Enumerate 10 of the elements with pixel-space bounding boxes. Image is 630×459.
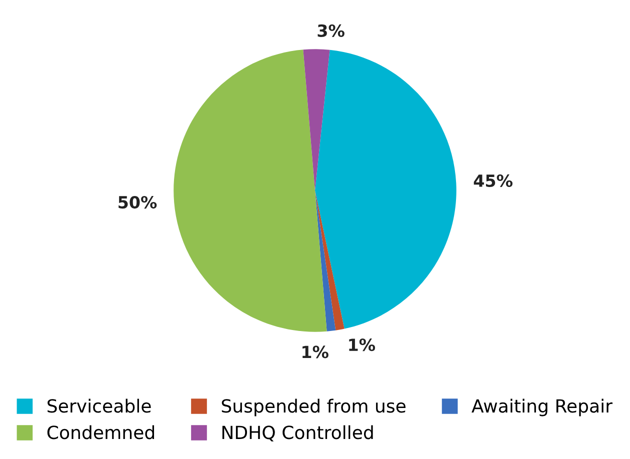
legend-label: Awaiting Repair <box>472 398 612 416</box>
legend-label: Serviceable <box>48 398 151 413</box>
legend-label: NDHQ Controlled <box>222 425 373 442</box>
legend-label: Condemned <box>47 425 154 440</box>
data-label: 3% <box>318 24 344 37</box>
data-label: 50% <box>118 196 157 209</box>
data-label: 45% <box>474 174 512 188</box>
data-label: 1% <box>349 338 376 352</box>
legend-label: Suspended from use <box>222 398 406 416</box>
data-label: 1% <box>302 346 328 358</box>
